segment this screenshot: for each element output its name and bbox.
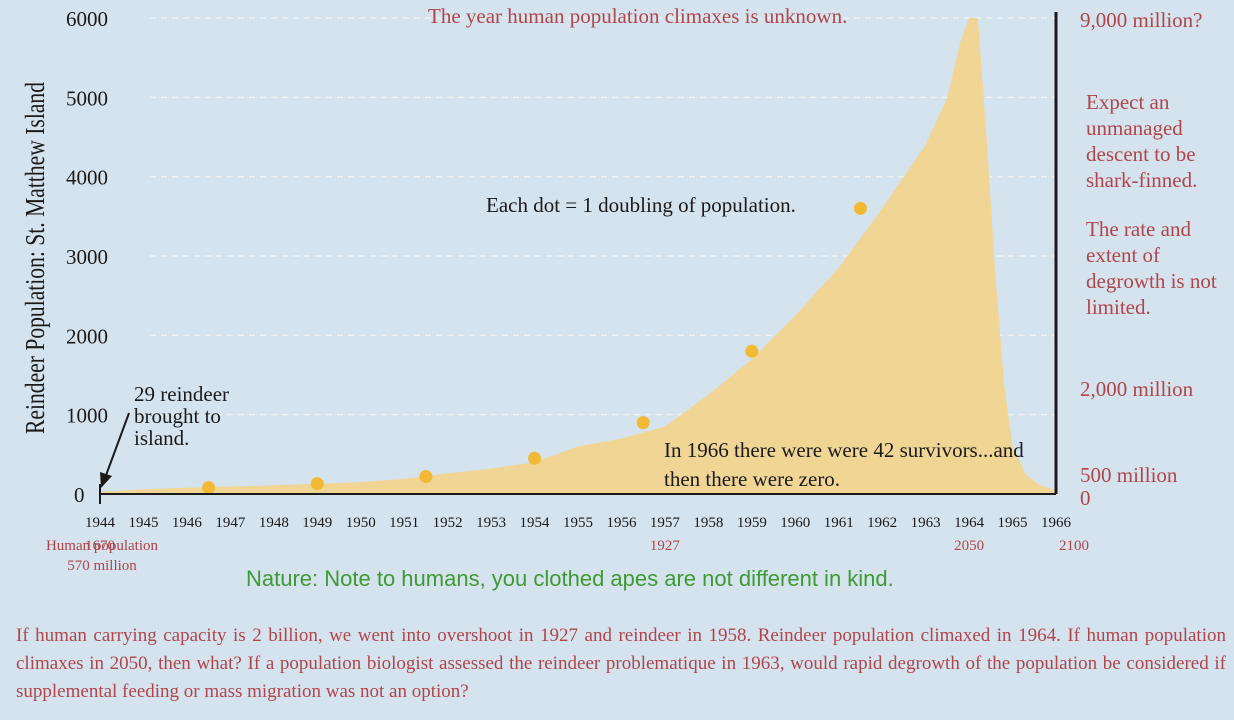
human-population-label: 9,000 million? — [1080, 8, 1203, 32]
doubling-dot — [745, 344, 759, 358]
x-tick-label: 1953 — [476, 515, 506, 531]
x-tick-label: 1956 — [606, 515, 637, 531]
human-population-label: 500 million — [1080, 463, 1178, 487]
x-tick-label: 1961 — [824, 515, 854, 531]
x-tick-labels: 1944 1945 1946 1947 1948 1949 1950 1951 1952 1953… — [85, 515, 1072, 531]
doubling-dot — [636, 416, 650, 430]
x-tick-label: 1946 — [172, 515, 203, 531]
doubling-note: Each dot = 1 doubling of population. — [486, 193, 796, 217]
nature-note: Nature: Note to humans, you clothed apes… — [246, 566, 894, 591]
x-tick-label: 1966 — [1041, 515, 1072, 531]
x-tick-label: 1962 — [867, 515, 897, 531]
y-tick-label: 3000 — [66, 245, 108, 269]
x-tick-label: 1954 — [520, 515, 551, 531]
human-population-label: 2,000 million — [1080, 377, 1194, 401]
descent-note: Expect an unmanaged descent to be shark-… — [1086, 90, 1198, 192]
x-tick-label: 1947 — [215, 515, 246, 531]
x-tick-label: 1958 — [693, 515, 723, 531]
x-tick-label: 1963 — [911, 515, 941, 531]
x-tick-label: 1957 — [650, 515, 681, 531]
arrow-icon — [100, 412, 130, 488]
human-year-labels: 1670 1927 2050 2100 — [85, 538, 1089, 554]
human-start-line1: Human population — [45, 538, 159, 554]
x-tick-label: 1959 — [737, 515, 767, 531]
human-start-line2: 570 million — [67, 558, 137, 574]
doubling-dot — [528, 451, 542, 465]
x-tick-label: 1949 — [302, 515, 332, 531]
human-year-label: 1670 — [85, 538, 115, 554]
doubling-dot — [202, 481, 216, 495]
introduction-note: 29 reindeer brought to island. — [134, 382, 230, 450]
y-tick-label: 1000 — [66, 404, 108, 428]
y-tick-label: 6000 — [66, 7, 108, 31]
y-axis-label: Reindeer Population: St. Matthew Island — [21, 82, 51, 434]
axes — [99, 12, 1058, 504]
x-tick-label: 1955 — [563, 515, 593, 531]
doubling-dot — [853, 201, 867, 215]
footer-text: If human carrying capacity is 2 billion,… — [16, 625, 1226, 702]
x-tick-label: 1964 — [954, 515, 985, 531]
x-tick-label: 1952 — [433, 515, 463, 531]
doubling-dots — [202, 201, 867, 495]
human-year-label: 2100 — [1059, 538, 1089, 554]
x-tick-label: 1960 — [780, 515, 810, 531]
y-tick-labels: 0 1000 2000 3000 4000 5000 6000 — [66, 7, 108, 507]
degrowth-note: The rate and extent of degrowth is not l… — [1086, 217, 1217, 319]
x-tick-label: 1950 — [346, 515, 376, 531]
population-area — [100, 18, 1056, 494]
x-tick-label: 1944 — [85, 515, 116, 531]
doubling-dot — [310, 477, 324, 491]
doubling-dot — [419, 470, 433, 484]
gridlines — [150, 17, 1056, 416]
human-year-label: 2050 — [954, 538, 984, 554]
x-tick-label: 1965 — [998, 515, 1028, 531]
y-tick-label: 2000 — [66, 324, 108, 348]
y-tick-label: 4000 — [66, 166, 108, 190]
x-tick-label: 1948 — [259, 515, 289, 531]
x-tick-label: 1945 — [128, 515, 158, 531]
human-population-start: Human population 570 million — [22, 536, 182, 576]
survivors-note: In 1966 there were were 42 survivors...a… — [664, 438, 1024, 491]
x-tick-label: 1951 — [389, 515, 419, 531]
human-population-label: 0 — [1080, 486, 1091, 510]
climax-unknown-note: The year human population climaxes is un… — [428, 4, 848, 28]
y-tick-label: 5000 — [66, 86, 108, 110]
y-tick-label: 0 — [74, 483, 85, 507]
human-year-label: 1927 — [650, 538, 681, 554]
